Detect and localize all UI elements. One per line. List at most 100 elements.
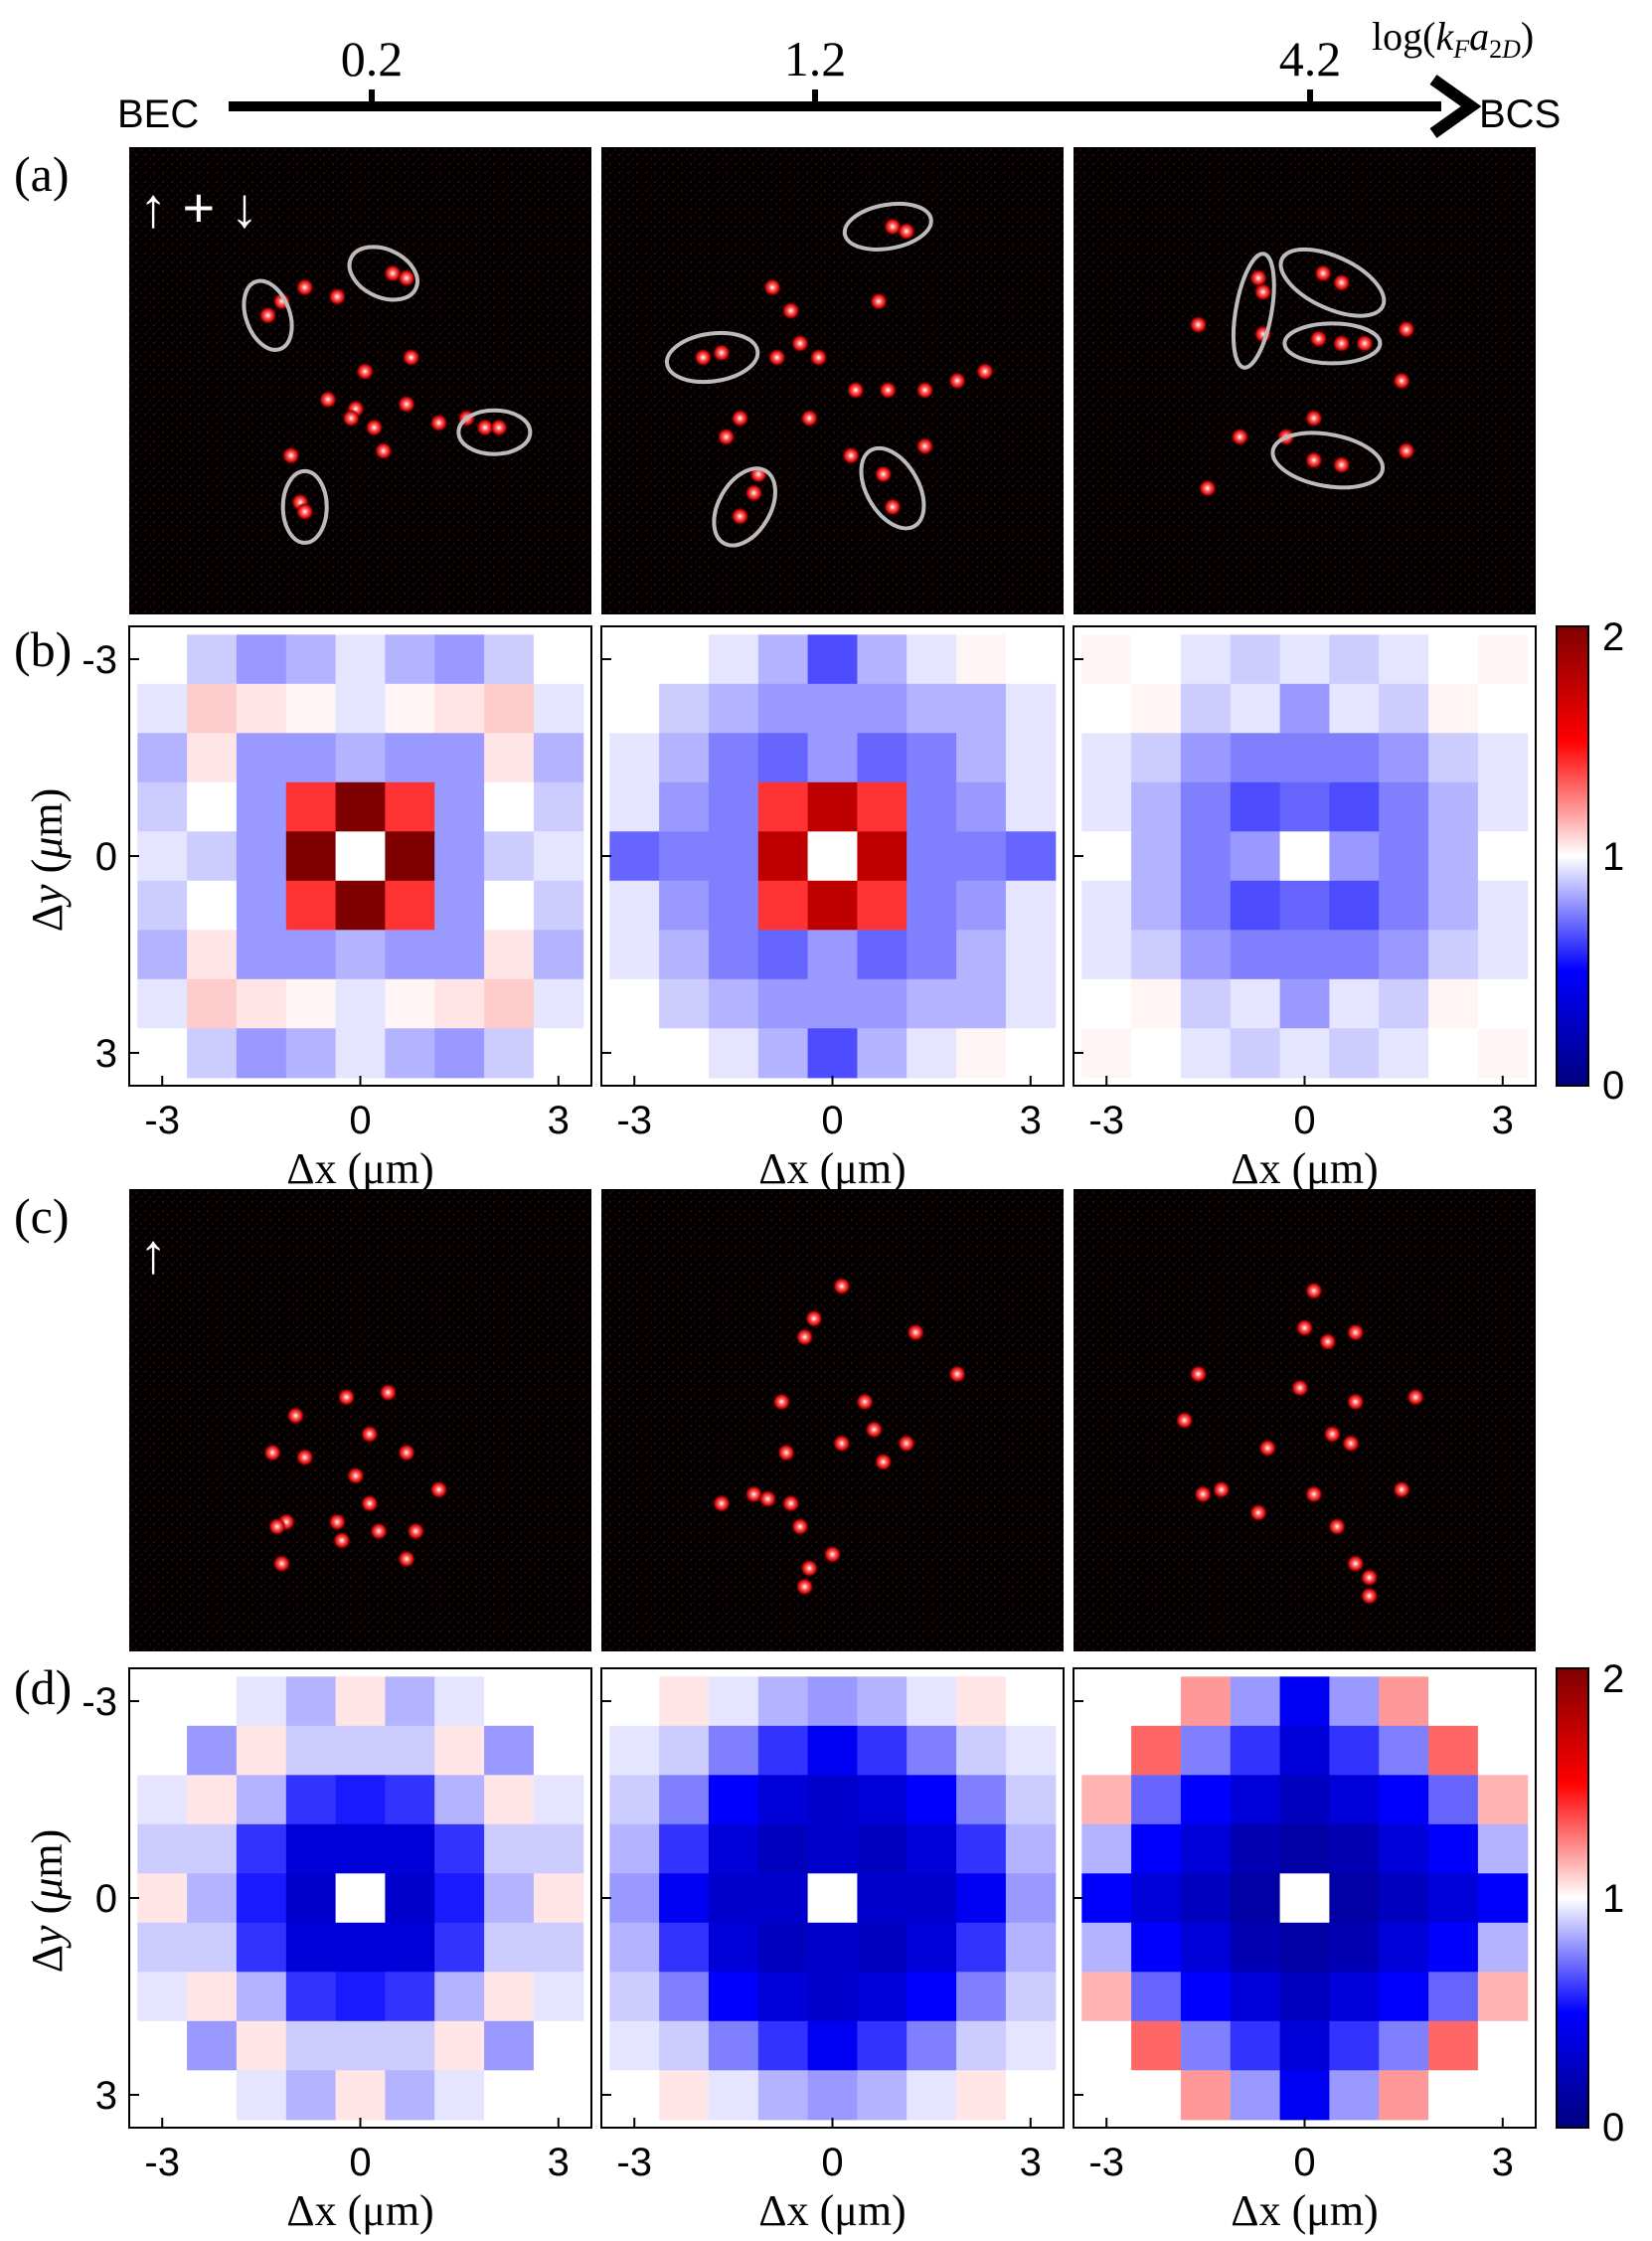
- atom-spot: [846, 381, 865, 400]
- atom-spot: [883, 217, 902, 236]
- heatmap-cell: [1379, 683, 1429, 734]
- heatmap-cell: [533, 2070, 584, 2121]
- heatmap-cell: [533, 2020, 584, 2071]
- heatmap-cell: [187, 1028, 238, 1079]
- heatmap-cell: [1428, 831, 1479, 882]
- heatmap-cell: [285, 880, 337, 931]
- heatmap-cell: [187, 683, 238, 734]
- heatmap-cell: [1230, 831, 1281, 882]
- pair-ellipse: [859, 445, 926, 531]
- quantity-label: log(kFa2D): [1372, 14, 1534, 64]
- heatmap-cell: [236, 2020, 287, 2071]
- heatmap-cell: [1131, 683, 1182, 734]
- atom-spot: [1393, 372, 1411, 390]
- heatmap-cell: [533, 831, 584, 882]
- heatmap-cell: [1279, 1823, 1330, 1874]
- heatmap-cell: [1081, 1775, 1132, 1825]
- heatmap-cell: [285, 1873, 337, 1924]
- heatmap-cell: [956, 1676, 1007, 1727]
- atom-spot: [1332, 273, 1351, 292]
- atom-spot: [295, 502, 314, 521]
- atom-spot: [342, 409, 361, 428]
- atom-spot: [772, 1392, 791, 1411]
- top-axis: BEC BCS 0.2 1.2 4.2 log(kFa2D): [117, 14, 1561, 138]
- heatmap-b-col1: -3 3 0 0 3 -3 Δx (μm): [82, 625, 592, 1193]
- heatmap-cell: [533, 1028, 584, 1079]
- heatmap-cell: [956, 880, 1007, 931]
- atom-spot: [374, 441, 393, 460]
- x-tick-label: 3: [1020, 2141, 1042, 2184]
- atom-spot: [346, 1466, 365, 1485]
- heatmap-cell: [609, 1823, 660, 1874]
- heatmap-cell: [659, 1725, 710, 1776]
- atom-spot: [1309, 329, 1328, 348]
- heatmap-cell: [1081, 978, 1132, 1029]
- heatmap-cell: [807, 1028, 858, 1079]
- heatmap-cell: [1279, 733, 1330, 783]
- x-tick-label: -3: [144, 2141, 180, 2184]
- atom-spot: [1318, 1332, 1337, 1351]
- heatmap-cell: [609, 1676, 660, 1727]
- heatmap-cell: [335, 1775, 386, 1825]
- heatmap-cell: [1180, 930, 1232, 980]
- axis-arrow-head: [1429, 75, 1482, 138]
- heatmap-cell: [956, 1775, 1007, 1825]
- atom-spot: [795, 1327, 814, 1346]
- heatmap-cell: [907, 1725, 957, 1776]
- heatmap-cell: [708, 1775, 759, 1825]
- heatmap-cell: [1379, 880, 1429, 931]
- heatmap-cell: [807, 880, 858, 931]
- atom-spot: [1332, 455, 1351, 474]
- heatmap-cell: [385, 1775, 435, 1825]
- heatmap-cell: [484, 831, 535, 882]
- heatmap-cell: [1279, 1922, 1330, 1973]
- heatmap-cell: [385, 733, 435, 783]
- heatmap-cell: [1329, 781, 1380, 832]
- heatmap-cell: [137, 930, 188, 980]
- heatmap-cell: [609, 634, 660, 685]
- atom-spot: [1346, 1392, 1365, 1411]
- heatmap-cell: [533, 781, 584, 832]
- heatmap-cell: [1081, 733, 1132, 783]
- heatmap-cell: [1230, 1676, 1281, 1727]
- panel-d-heatmaps: -3 3 0 0 3 -3 Δx (μm) -3 0 3 Δx (μm) -3 0 3 Δx (μm): [82, 1667, 1537, 2235]
- heatmap-cell: [1279, 2070, 1330, 2121]
- atom-spot: [694, 348, 713, 367]
- heatmap-cell: [757, 683, 809, 734]
- heatmap-cell: [236, 2070, 287, 2121]
- heatmap-cell: [659, 733, 710, 783]
- heatmap-cell: [1131, 1775, 1182, 1825]
- atom-spot: [398, 395, 415, 414]
- heatmap-cell: [236, 831, 287, 882]
- heatmap-cell: [659, 2070, 710, 2121]
- pair-ellipse: [664, 330, 760, 385]
- heatmap-cell: [385, 1873, 435, 1924]
- heatmap-cell: [857, 634, 908, 685]
- heatmap-cell: [1379, 634, 1429, 685]
- x-tick-label: 3: [1492, 1099, 1514, 1142]
- heatmap-cell: [137, 2070, 188, 2121]
- heatmap-cell: [857, 1775, 908, 1825]
- heatmap-cell: [484, 683, 535, 734]
- heatmap-cell: [956, 2020, 1007, 2071]
- heatmap-cell: [757, 2070, 809, 2121]
- heatmap-cell: [609, 683, 660, 734]
- heatmap-cell: [757, 781, 809, 832]
- xlabel: Δx (μm): [286, 2186, 433, 2235]
- heatmap-cell: [1477, 733, 1529, 783]
- heatmap-cell: [385, 781, 435, 832]
- heatmap-cell: [1329, 1676, 1380, 1727]
- heatmap-cell: [1180, 1028, 1232, 1079]
- heatmap-cell: [956, 683, 1007, 734]
- heatmap-cell: [236, 1873, 287, 1924]
- heatmap-cell: [857, 1676, 908, 1727]
- heatmap-cell: [907, 1028, 957, 1079]
- heatmap-cell: [434, 1676, 485, 1727]
- heatmap-cell: [907, 683, 957, 734]
- heatmap-cell: [757, 634, 809, 685]
- heatmap-cell: [533, 1873, 584, 1924]
- pair-ellipse: [842, 201, 933, 252]
- atom-spot: [1304, 450, 1323, 469]
- image-noise: [601, 1189, 1064, 1651]
- heatmap-cell: [708, 978, 759, 1029]
